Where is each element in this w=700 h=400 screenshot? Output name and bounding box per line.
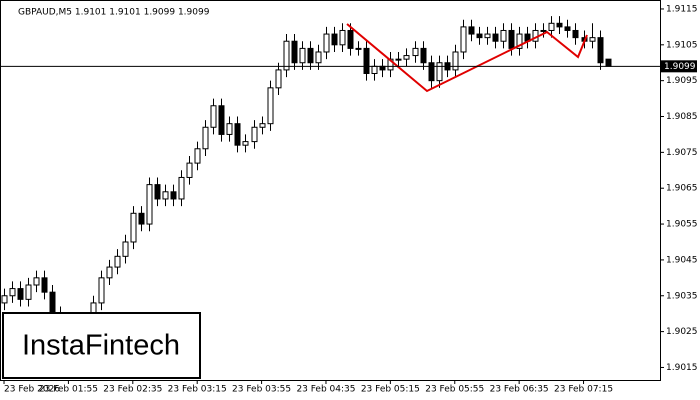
y-tick-label: 1.9105 [666,40,698,50]
candle-body [564,26,571,31]
candle-body [428,62,435,82]
candle-body [202,126,209,150]
candle-body [468,26,475,35]
candle-body [589,37,596,42]
x-tick-label: 23 Feb 05:55 [425,385,484,395]
current-price-box [661,60,697,73]
candle-body [460,26,467,53]
candle-body [556,22,563,28]
candle-body [259,123,266,128]
candle-body [315,51,322,64]
candle-body [226,123,233,135]
x-tick-label: 23 Feb 01:55 [39,385,98,395]
candle-body [49,291,56,315]
candle-body [363,47,370,74]
candle-body [484,33,491,39]
candle-body [267,87,274,125]
candle-body [371,65,378,74]
candle-body [500,29,507,42]
current-price-label: 1.9099 [664,62,696,72]
candle-body [299,47,306,64]
candle-body [218,105,225,135]
candle-body [307,47,314,64]
candle-body [283,40,290,71]
y-tick-label: 1.9035 [666,291,698,301]
candle-body [210,105,217,128]
y-tick-label: 1.9075 [666,148,698,158]
candle-body [114,255,121,268]
candle-body [331,33,338,46]
y-tick-label: 1.9085 [666,112,698,122]
logo-box [2,312,201,379]
candle-body [242,141,249,146]
x-tick-label: 23 Feb 06:35 [490,385,549,395]
y-tick-label: 1.9045 [666,255,698,265]
candle-body [355,47,362,50]
candle-body [412,47,419,57]
candle-body [41,277,48,293]
candle-body [540,29,547,32]
candle-body [452,51,459,71]
x-tick-label: 23 Feb 03:15 [168,385,227,395]
x-tick-label: 23 Feb 07:15 [554,385,613,395]
candle-body [33,277,40,286]
candle-body [508,29,515,49]
candle-body [17,288,24,300]
chart-title: GBPAUD,M5 1.9101 1.9101 1.9099 1.9099 [18,8,210,18]
candle-body [395,58,402,61]
y-tick-label: 1.9095 [666,76,698,86]
candle-body [178,176,185,200]
candle-body [347,29,354,49]
candle-body [420,47,427,64]
logo: InstaFintech [22,330,180,362]
candle-body [572,29,579,39]
plot-frame [0,0,661,381]
candle-body [436,62,443,82]
y-tick-label: 1.9115 [666,4,698,14]
y-tick-label: 1.9025 [666,327,698,337]
candle-body [9,288,16,297]
x-tick-label: 23 Feb 2026 [4,385,60,395]
candle-body [162,191,169,200]
x-tick-label: 23 Feb 03:55 [232,385,291,395]
candle-body [98,277,105,304]
candle-body [251,126,258,143]
candle-body [605,58,612,67]
candle-body [476,33,483,39]
candle-body [516,33,523,49]
candle-body [154,184,161,200]
candle-body [234,123,241,146]
candle-body [291,40,298,64]
candle-body [275,69,282,89]
candle-body [597,37,604,64]
candle-body [323,33,330,53]
candle-body [379,65,386,71]
candle-body [1,295,8,304]
x-tick-label: 23 Feb 02:35 [103,385,162,395]
candle-body [25,284,32,300]
candle-body [170,191,177,200]
x-tick-label: 23 Feb 05:15 [361,385,420,395]
y-tick-label: 1.9055 [666,220,698,230]
x-tick-label: 23 Feb 04:35 [296,385,355,395]
candle-body [492,33,499,42]
candle-body [403,55,410,60]
candle-body [138,212,145,225]
candle-body [186,162,193,178]
candle-body [339,29,346,46]
candle-body [548,22,555,31]
candle-body [106,266,113,279]
candle-body [194,148,201,164]
candle-body [130,212,137,243]
pattern-line [346,23,588,93]
candle-body [146,184,153,225]
y-tick-label: 1.9065 [666,184,698,194]
y-tick-label: 1.9015 [666,363,698,373]
candle-body [122,241,129,257]
